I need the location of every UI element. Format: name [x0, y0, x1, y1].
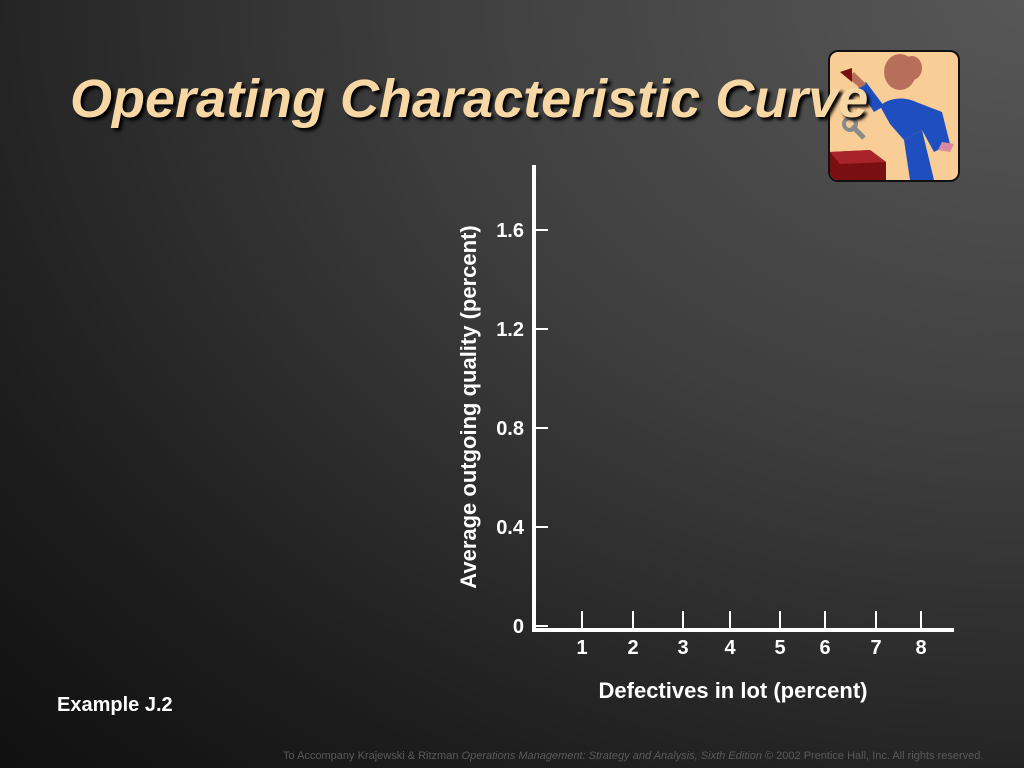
y-tick-label: 1.2: [496, 319, 524, 341]
chart-ticks: 0 0.4 0.8 1.2 1.6 1 2 3 4 5 6 7 8: [496, 220, 926, 659]
worker-with-wrench-icon: [828, 50, 960, 182]
footer-book-title: Operations Management: Strategy and Anal…: [461, 750, 762, 762]
x-axis-title: Defectives in lot (percent): [599, 678, 868, 703]
y-tick-label: 1.6: [496, 220, 524, 242]
y-tick-label: 0.8: [496, 418, 524, 440]
y-tick-label: 0: [513, 616, 524, 638]
x-tick-label: 3: [677, 637, 688, 659]
footer-credit: To Accompany Krajewski & Ritzman Operati…: [283, 750, 983, 762]
chart-axes: [532, 165, 954, 632]
x-tick-label: 6: [819, 637, 830, 659]
y-tick-label: 0.4: [496, 517, 525, 539]
footer-prefix: To Accompany Krajewski & Ritzman: [283, 750, 459, 762]
x-tick-label: 2: [627, 637, 638, 659]
x-tick-label: 5: [774, 637, 785, 659]
x-tick-label: 8: [915, 637, 926, 659]
x-tick-label: 1: [576, 637, 587, 659]
footer-copyright: © 2002 Prentice Hall, Inc. All rights re…: [765, 750, 984, 762]
x-tick-label: 7: [870, 637, 881, 659]
y-axis-title: Average outgoing quality (percent): [456, 225, 481, 588]
slide-title: Operating Characteristic Curve: [70, 69, 869, 129]
x-tick-label: 4: [724, 637, 736, 659]
example-label: Example J.2: [57, 694, 173, 716]
